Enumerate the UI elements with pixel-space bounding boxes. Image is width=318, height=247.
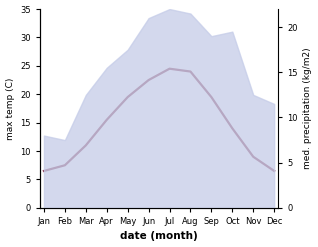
Y-axis label: max temp (C): max temp (C) [5, 77, 15, 140]
Y-axis label: med. precipitation (kg/m2): med. precipitation (kg/m2) [303, 48, 313, 169]
X-axis label: date (month): date (month) [120, 231, 198, 242]
